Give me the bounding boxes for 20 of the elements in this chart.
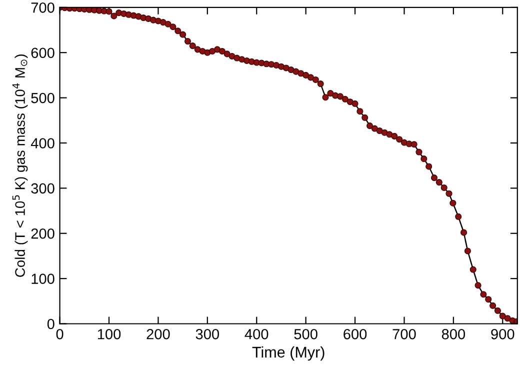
x-tick-label: 900 <box>491 328 514 340</box>
x-axis-title: Time (Myr) <box>252 346 324 361</box>
y-axis-title: Cold (T < 10$^{5}$ K) gas mass (10$^{4}$ M$_{⊙}$) <box>12 54 28 277</box>
x-tick-label: 700 <box>392 328 416 340</box>
x-tick-label: 800 <box>442 328 466 340</box>
y-tick-label: 600 <box>31 48 54 58</box>
x-tick-label: 400 <box>244 328 268 340</box>
y-tick-label: 500 <box>31 92 54 104</box>
y-tick-label: 0 <box>47 318 54 330</box>
x-tick-label: 500 <box>294 328 318 340</box>
x-tick-label: 200 <box>146 328 170 340</box>
x-tick-label: 0 <box>56 328 64 340</box>
x-tick-label: 300 <box>196 328 220 340</box>
y-tick-label: 300 <box>31 183 54 194</box>
x-tick-label: 600 <box>344 328 367 340</box>
x-tick-label: 100 <box>98 328 121 340</box>
y-tick-label: 200 <box>31 228 54 239</box>
y-tick-label: 700 <box>31 2 54 13</box>
y-tick-label: 400 <box>30 138 54 148</box>
y-tick-label: 100 <box>32 274 54 284</box>
